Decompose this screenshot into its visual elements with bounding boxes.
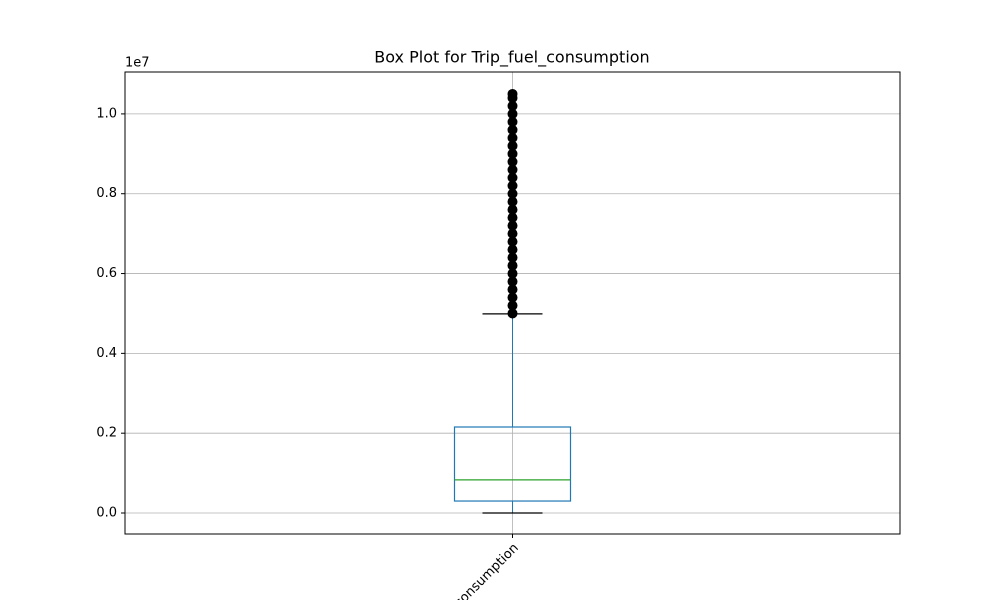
y-tick-label: 0.2: [96, 426, 117, 441]
y-tick-label: 0.6: [96, 266, 117, 281]
y-tick-label: 0.8: [96, 186, 117, 201]
y-offset-label: 1e7: [125, 56, 150, 71]
outlier: [507, 88, 518, 99]
y-tick-label: 0.0: [96, 506, 117, 521]
chart-title: Box Plot for Trip_fuel_consumption: [374, 48, 649, 68]
y-tick-label: 1.0: [96, 106, 117, 121]
plot-frame: [124, 71, 901, 535]
y-tick-label: 0.4: [96, 346, 117, 361]
box: [453, 426, 572, 502]
